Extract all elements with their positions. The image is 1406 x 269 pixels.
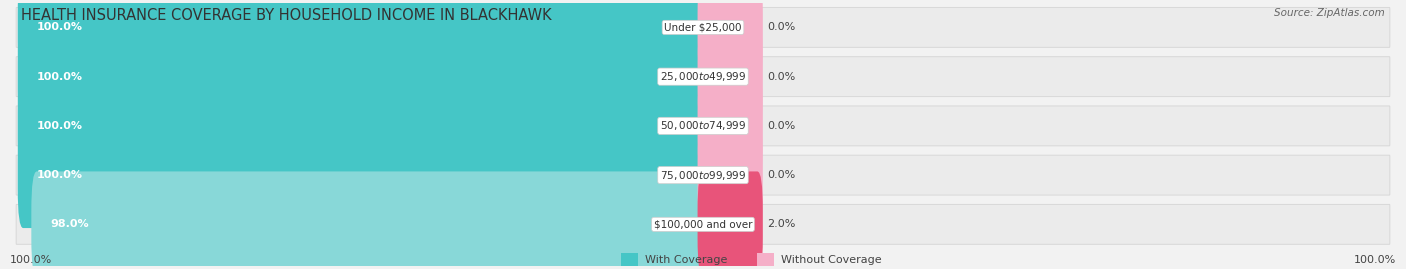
FancyBboxPatch shape (17, 155, 1389, 195)
Text: 0.0%: 0.0% (768, 72, 796, 82)
FancyBboxPatch shape (697, 122, 763, 228)
Text: 100.0%: 100.0% (1354, 255, 1396, 265)
Text: Under $25,000: Under $25,000 (664, 22, 742, 32)
FancyBboxPatch shape (18, 0, 709, 80)
Text: 100.0%: 100.0% (37, 72, 83, 82)
FancyBboxPatch shape (697, 0, 763, 80)
FancyBboxPatch shape (17, 57, 1389, 97)
Bar (621, 253, 638, 267)
FancyBboxPatch shape (17, 8, 1389, 47)
Text: HEALTH INSURANCE COVERAGE BY HOUSEHOLD INCOME IN BLACKHAWK: HEALTH INSURANCE COVERAGE BY HOUSEHOLD I… (21, 8, 551, 23)
FancyBboxPatch shape (697, 171, 763, 269)
Text: $100,000 and over: $100,000 and over (654, 219, 752, 229)
FancyBboxPatch shape (18, 73, 709, 179)
FancyBboxPatch shape (697, 73, 763, 179)
Text: 0.0%: 0.0% (768, 121, 796, 131)
Text: $50,000 to $74,999: $50,000 to $74,999 (659, 119, 747, 132)
Text: Without Coverage: Without Coverage (782, 255, 882, 265)
Text: 100.0%: 100.0% (37, 121, 83, 131)
Text: $25,000 to $49,999: $25,000 to $49,999 (659, 70, 747, 83)
FancyBboxPatch shape (18, 122, 709, 228)
Text: 98.0%: 98.0% (51, 219, 89, 229)
Text: With Coverage: With Coverage (645, 255, 727, 265)
FancyBboxPatch shape (18, 24, 709, 130)
Text: Source: ZipAtlas.com: Source: ZipAtlas.com (1274, 8, 1385, 18)
Text: 100.0%: 100.0% (37, 170, 83, 180)
Text: 100.0%: 100.0% (10, 255, 52, 265)
FancyBboxPatch shape (31, 171, 709, 269)
FancyBboxPatch shape (17, 106, 1389, 146)
Text: 100.0%: 100.0% (37, 22, 83, 32)
Text: 0.0%: 0.0% (768, 170, 796, 180)
FancyBboxPatch shape (17, 204, 1389, 244)
FancyBboxPatch shape (697, 24, 763, 130)
Text: 0.0%: 0.0% (768, 22, 796, 32)
Bar (758, 253, 775, 267)
Text: $75,000 to $99,999: $75,000 to $99,999 (659, 169, 747, 182)
Text: 2.0%: 2.0% (768, 219, 796, 229)
